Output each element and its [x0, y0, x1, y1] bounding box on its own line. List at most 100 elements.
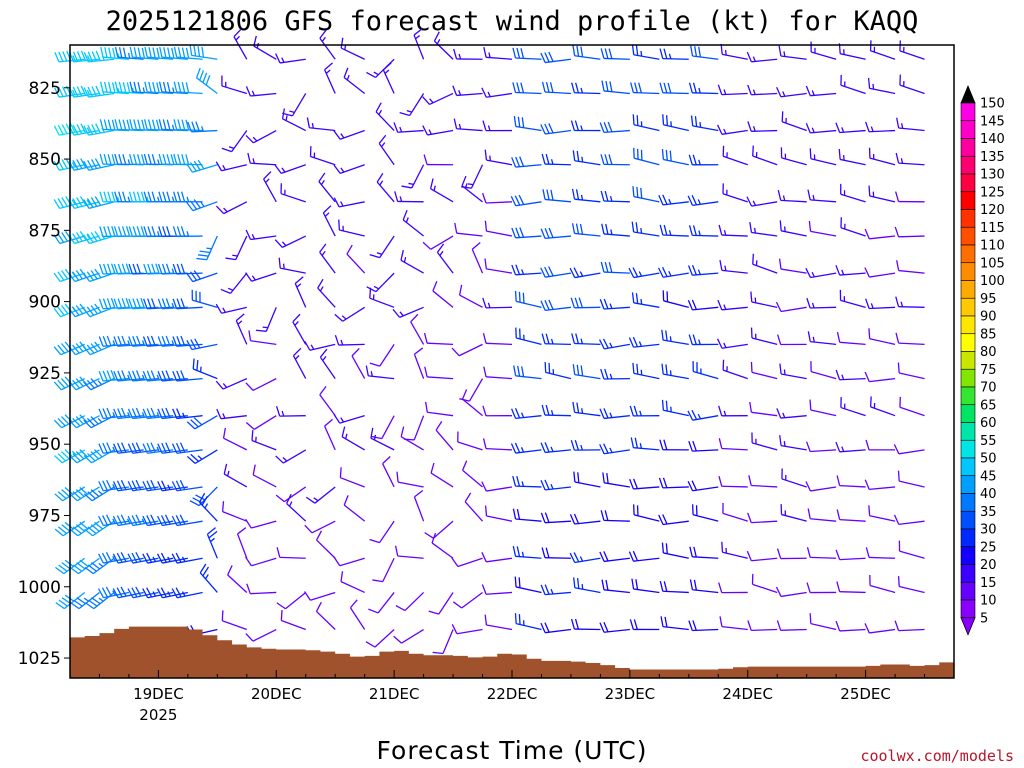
barb-full-feather	[806, 297, 811, 309]
barb-staff	[662, 486, 689, 489]
barb-staff	[102, 306, 129, 310]
wind-barb	[351, 347, 366, 379]
wind-barb	[687, 409, 719, 421]
barb-half-feather	[86, 199, 91, 205]
wind-barb	[840, 397, 866, 417]
barb-half-feather	[723, 410, 727, 417]
barb-full-feather	[579, 223, 584, 235]
wind-barb	[172, 226, 203, 238]
barb-staff	[235, 235, 248, 260]
barb-half-feather	[752, 56, 756, 62]
wind-barb	[98, 335, 129, 347]
wind-barb	[484, 149, 513, 166]
barb-staff	[338, 343, 365, 346]
wind-barb	[245, 86, 277, 97]
barb-full-feather	[99, 119, 104, 130]
barb-staff	[840, 193, 866, 203]
wind-barb	[393, 122, 424, 133]
barb-half-feather	[282, 457, 288, 462]
barb-full-feather	[133, 47, 138, 58]
barb-full-feather	[688, 225, 693, 236]
barb-staff	[633, 302, 660, 308]
barb-staff	[413, 415, 425, 441]
barb-full-feather	[484, 614, 488, 626]
wind-barb	[658, 477, 689, 489]
barb-full-feather	[143, 191, 148, 202]
wind-barb	[688, 620, 719, 632]
barb-staff	[839, 484, 866, 488]
barb-staff	[192, 164, 218, 173]
y-tick-label: 850	[29, 150, 61, 170]
wind-barb	[334, 306, 366, 322]
barb-full-feather	[835, 441, 841, 453]
barb-full-feather	[175, 515, 182, 526]
barb-staff	[869, 129, 896, 133]
barb-staff	[515, 375, 542, 380]
wind-barb	[274, 164, 306, 175]
barb-full-feather	[319, 29, 327, 39]
wind-barb	[661, 542, 689, 559]
wind-barb	[304, 340, 336, 351]
barb-full-feather	[484, 505, 488, 517]
barb-full-feather	[237, 527, 247, 535]
wind-barb	[869, 574, 896, 594]
wind-barb	[186, 199, 218, 212]
barb-full-feather	[69, 566, 79, 575]
wind-barb	[661, 363, 689, 380]
wind-barb	[865, 121, 896, 133]
barb-full-feather	[72, 453, 81, 462]
barb-full-feather	[90, 159, 98, 169]
wind-barb	[746, 550, 778, 562]
wind-barb	[221, 130, 248, 153]
barb-staff	[198, 501, 218, 522]
barb-full-feather	[193, 270, 201, 280]
barb-full-feather	[190, 453, 199, 462]
barb-full-feather	[516, 508, 521, 520]
barb-full-feather	[382, 62, 392, 71]
barb-staff	[251, 557, 277, 567]
wind-barb	[776, 620, 807, 631]
barb-full-feather	[180, 370, 186, 381]
barb-staff	[340, 47, 365, 60]
barb-full-feather	[146, 442, 152, 453]
barb-half-feather	[285, 115, 288, 121]
barb-full-feather	[245, 556, 252, 567]
barb-half-feather	[97, 380, 103, 386]
wind-barb	[413, 489, 425, 522]
wind-barb	[428, 592, 454, 615]
barb-staff	[161, 343, 188, 347]
barb-full-feather	[142, 588, 149, 599]
barb-full-feather	[127, 553, 134, 564]
barb-full-feather	[550, 189, 554, 201]
barb-half-feather	[433, 185, 436, 191]
barb-full-feather	[107, 154, 112, 165]
barb-full-feather	[172, 336, 178, 347]
wind-barb	[173, 81, 203, 95]
barb-full-feather	[897, 470, 900, 482]
wind-barb	[368, 592, 395, 614]
wind-barb	[196, 235, 218, 261]
barb-staff	[574, 232, 601, 237]
barb-full-feather	[156, 82, 160, 93]
barb-full-feather	[121, 298, 127, 309]
barb-full-feather	[608, 262, 613, 273]
barb-full-feather	[628, 267, 635, 278]
barb-full-feather	[181, 191, 186, 202]
barb-staff	[810, 158, 837, 166]
barb-full-feather	[147, 298, 152, 309]
barb-full-feather	[662, 114, 665, 125]
barb-full-feather	[105, 586, 112, 597]
wind-barb	[482, 333, 513, 346]
wind-barb	[750, 291, 778, 308]
barb-full-feather	[372, 579, 383, 583]
barb-full-feather	[98, 263, 104, 275]
wind-barb	[481, 552, 513, 563]
wind-barb	[306, 117, 336, 132]
wind-barb	[333, 414, 365, 424]
barb-full-feather	[117, 298, 123, 309]
barb-full-feather	[747, 121, 752, 132]
barb-half-feather	[724, 49, 727, 56]
wind-barb	[600, 190, 630, 203]
barb-staff	[781, 478, 807, 488]
barb-full-feather	[511, 157, 517, 168]
